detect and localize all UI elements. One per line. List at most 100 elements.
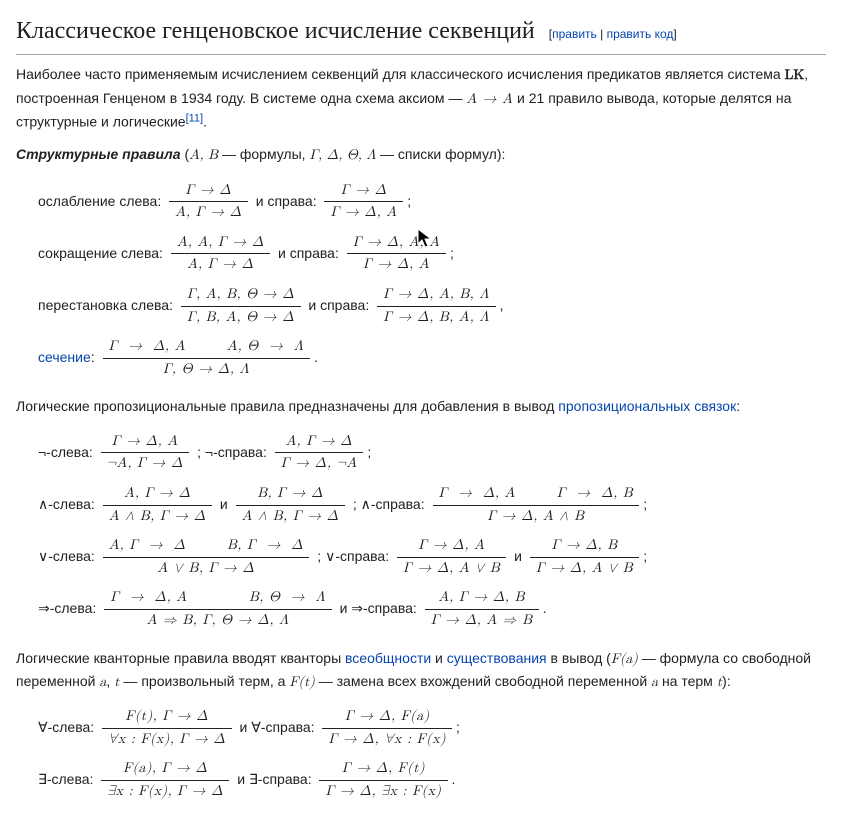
- quant-rules-list: ∀-слева: F(t), Γ → Δ∀x : F(x), Γ → Δ и ∀…: [38, 703, 826, 805]
- label: ; ∧-справа:: [353, 496, 429, 512]
- rule-den: Γ → Δ, A ∨ B: [530, 557, 639, 579]
- text: Логические кванторные правила вводят ква…: [16, 650, 345, 666]
- ref-11[interactable]: [11]: [186, 114, 204, 130]
- rule-den: Γ → Δ, A ⇒ B: [425, 609, 539, 631]
- label: перестановка слева:: [38, 297, 177, 313]
- label: и справа:: [278, 245, 343, 261]
- rule-num: A, Γ → Δ B, Γ → Δ: [103, 536, 310, 557]
- rule-num: F(t), Γ → Δ: [102, 707, 232, 728]
- rule-den: A, Γ → Δ: [169, 201, 248, 223]
- rule-num: B, Γ → Δ: [236, 484, 345, 505]
- list-item: ⇒-слева: Γ → Δ, A B, Θ → ΛA ⇒ B, Γ, Θ → …: [38, 584, 826, 634]
- rule-num: Γ → Δ, A B, Θ → Λ: [104, 588, 331, 609]
- text: ;: [450, 245, 454, 261]
- label: и ∃-справа:: [237, 771, 315, 787]
- text: .: [452, 771, 456, 787]
- existential-link[interactable]: существования: [447, 650, 547, 666]
- rule-num: Γ, A, B, Θ → Δ: [181, 285, 301, 306]
- prop-rules-list: ¬-слева: Γ → Δ, A¬A, Γ → Δ ; ¬-справа: A…: [38, 428, 826, 635]
- inference-rule: B, Γ → ΔA ∧ B, Γ → Δ: [236, 484, 345, 526]
- text: .: [543, 600, 547, 616]
- inference-rule: Γ → Δ, F(a)Γ → Δ, ∀x : F(x): [322, 707, 452, 749]
- ab-symbols: A, B: [189, 148, 218, 162]
- edit-code-link[interactable]: править код: [607, 27, 674, 41]
- rule-num: Γ → Δ, B: [530, 536, 639, 557]
- rule-den: Γ → Δ, A: [347, 253, 446, 275]
- inference-rule: A, A, Γ → ΔA, Γ → Δ: [171, 233, 270, 275]
- label: и: [514, 548, 526, 564]
- text: :: [736, 398, 740, 414]
- inference-rule: A, Γ → ΔA ∧ B, Γ → Δ: [103, 484, 212, 526]
- prop-link[interactable]: пропозициональных связок: [558, 398, 736, 414]
- list-item: ослабление слева: Γ → ΔA, Γ → Δ и справа…: [38, 177, 826, 227]
- universal-link[interactable]: всеобщности: [345, 650, 431, 666]
- list-item: сечение: Γ → Δ, A A, Θ → ΛΓ, Θ → Δ, Λ.: [38, 333, 826, 383]
- rule-den: Γ → Δ, B, A, Λ: [377, 306, 495, 328]
- rule-den: A ∨ B, Γ → Δ: [103, 557, 310, 579]
- inference-rule: Γ → Δ, A, AΓ → Δ, A: [347, 233, 446, 275]
- inference-rule: A, Γ → ΔΓ → Δ, ¬A: [275, 432, 364, 474]
- edit-links: [править | править код]: [549, 27, 677, 41]
- text: (: [181, 146, 190, 162]
- inference-rule: A, Γ → Δ B, Γ → ΔA ∨ B, Γ → Δ: [103, 536, 310, 578]
- inference-rule: Γ, A, B, Θ → ΔΓ, B, A, Θ → Δ: [181, 285, 301, 327]
- rule-den: Γ, Θ → Δ, Λ: [103, 358, 310, 380]
- ref-sup: [11]: [186, 112, 204, 124]
- rule-den: Γ → Δ, A ∧ B: [433, 505, 640, 527]
- text: — формулы,: [218, 146, 309, 162]
- rule-den: Γ, B, A, Θ → Δ: [181, 306, 301, 328]
- inference-rule: Γ → Δ, A A, Θ → ΛΓ, Θ → Δ, Λ: [103, 337, 310, 379]
- label: и: [220, 496, 232, 512]
- label: ; ¬-справа:: [197, 444, 271, 460]
- inference-rule: F(a), Γ → Δ∃x : F(x), Γ → Δ: [101, 759, 229, 801]
- rule-den: Γ → Δ, ∀x : F(x): [322, 728, 452, 750]
- inference-rule: Γ → Δ, BΓ → Δ, A ∨ B: [530, 536, 639, 578]
- rule-num: Γ → Δ, A A, Θ → Λ: [103, 337, 310, 358]
- inference-rule: Γ → Δ, F(t)Γ → Δ, ∃x : F(x): [319, 759, 447, 801]
- list-item: ∀-слева: F(t), Γ → Δ∀x : F(x), Γ → Δ и ∀…: [38, 703, 826, 753]
- rule-num: A, Γ → Δ, B: [425, 588, 539, 609]
- text: :: [91, 349, 99, 365]
- section-heading: Классическое генценовское исчисление сек…: [16, 12, 826, 55]
- label: и ∀-справа:: [240, 719, 319, 735]
- edit-link[interactable]: править: [552, 27, 597, 41]
- inference-rule: Γ → ΔA, Γ → Δ: [169, 181, 248, 223]
- rule-den: Γ → Δ, ¬A: [275, 452, 364, 474]
- rule-den: Γ → Δ, ∃x : F(x): [319, 780, 447, 802]
- rule-den: ¬A, Γ → Δ: [101, 452, 190, 474]
- bracket-close: ]: [673, 27, 676, 41]
- inference-rule: A, Γ → Δ, BΓ → Δ, A ⇒ B: [425, 588, 539, 630]
- inference-rule: Γ → Δ, AΓ → Δ, A ∨ B: [397, 536, 506, 578]
- label: ∨-слева:: [38, 548, 99, 564]
- label: и справа:: [256, 192, 321, 208]
- rule-num: A, A, Γ → Δ: [171, 233, 270, 254]
- cut-link[interactable]: сечение: [38, 349, 91, 365]
- text: и: [431, 650, 447, 666]
- label: ∀-слева:: [38, 719, 98, 735]
- label: ∃-слева:: [38, 771, 97, 787]
- inference-rule: Γ → Δ, A, B, ΛΓ → Δ, B, A, Λ: [377, 285, 495, 327]
- inference-rule: Γ → Δ, A B, Θ → ΛA ⇒ B, Γ, Θ → Δ, Λ: [104, 588, 331, 630]
- text: Логические пропозициональные правила пре…: [16, 398, 558, 414]
- label: ¬-слева:: [38, 444, 97, 460]
- lk-symbol: LK: [785, 68, 805, 82]
- text: на терм: [658, 673, 717, 689]
- text: ;: [456, 719, 460, 735]
- rule-den: A ∧ B, Γ → Δ: [236, 505, 345, 527]
- text: — произвольный терм, а: [120, 673, 290, 689]
- intro-paragraph: Наиболее часто применяемым исчислением с…: [16, 63, 826, 133]
- rule-num: A, Γ → Δ: [275, 432, 364, 453]
- rule-num: Γ → Δ, A: [101, 432, 190, 453]
- rule-den: ∃x : F(x), Γ → Δ: [101, 780, 229, 802]
- heading-text: Классическое генценовское исчисление сек…: [16, 18, 535, 44]
- rule-num: Γ → Δ, F(t): [319, 759, 447, 780]
- rule-num: Γ → Δ, A, A: [347, 233, 446, 254]
- rule-num: Γ → Δ: [169, 181, 248, 202]
- text: ;: [367, 444, 371, 460]
- label: и ⇒-справа:: [340, 600, 421, 616]
- rule-den: A, Γ → Δ: [171, 253, 270, 275]
- list-item: ∨-слева: A, Γ → Δ B, Γ → ΔA ∨ B, Γ → Δ ;…: [38, 532, 826, 582]
- text: ,: [106, 673, 114, 689]
- label: и справа:: [308, 297, 373, 313]
- list-item: ∃-слева: F(a), Γ → Δ∃x : F(x), Γ → Δ и ∃…: [38, 755, 826, 805]
